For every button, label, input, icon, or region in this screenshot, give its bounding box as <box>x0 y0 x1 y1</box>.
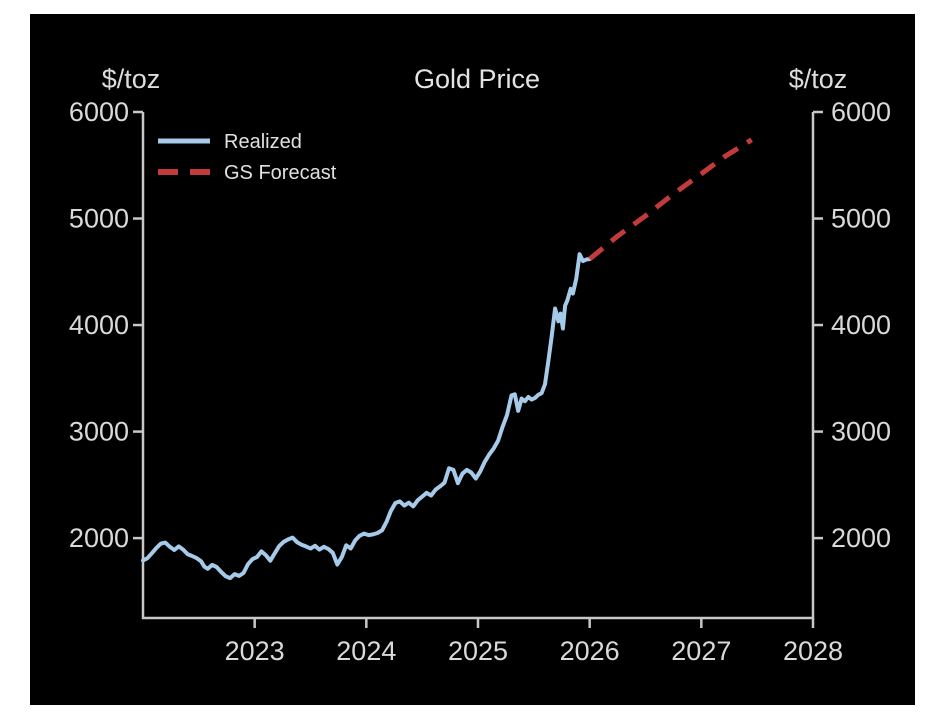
y-tick-label-right: 2000 <box>831 523 891 553</box>
legend: Realized GS Forecast <box>158 131 337 184</box>
left-axis-unit-label: $/toz <box>102 64 161 94</box>
x-tick-label: 2026 <box>560 636 620 666</box>
x-tick-label: 2027 <box>671 636 731 666</box>
y-tick-label-right: 3000 <box>831 417 891 447</box>
legend-label-forecast: GS Forecast <box>224 162 337 184</box>
chart-panel <box>30 14 915 705</box>
y-tick-label-left: 5000 <box>69 204 129 234</box>
forecast-line <box>588 137 753 261</box>
x-tick-label: 2028 <box>783 636 843 666</box>
y-tick-label-left: 3000 <box>69 417 129 447</box>
x-tick-label: 2023 <box>225 636 285 666</box>
y-tick-label-left: 6000 <box>69 97 129 127</box>
x-tick-label: 2024 <box>336 636 396 666</box>
axis-ticks: 6000 6000 5000 5000 4000 4000 3000 3000 2000 2000… <box>69 97 891 666</box>
y-tick-label-right: 4000 <box>831 310 891 340</box>
chart-title: Gold Price <box>414 64 540 94</box>
legend-label-realized: Realized <box>224 131 302 153</box>
y-tick-label-right: 5000 <box>831 204 891 234</box>
axes <box>141 112 815 620</box>
right-axis-unit-label: $/toz <box>789 64 848 94</box>
y-tick-label-left: 4000 <box>69 310 129 340</box>
x-tick-label: 2025 <box>448 636 508 666</box>
y-tick-label-right: 6000 <box>831 97 891 127</box>
y-tick-label-left: 2000 <box>69 523 129 553</box>
realized-line <box>141 252 592 581</box>
axis-spine <box>141 112 815 620</box>
data-series <box>141 137 753 581</box>
